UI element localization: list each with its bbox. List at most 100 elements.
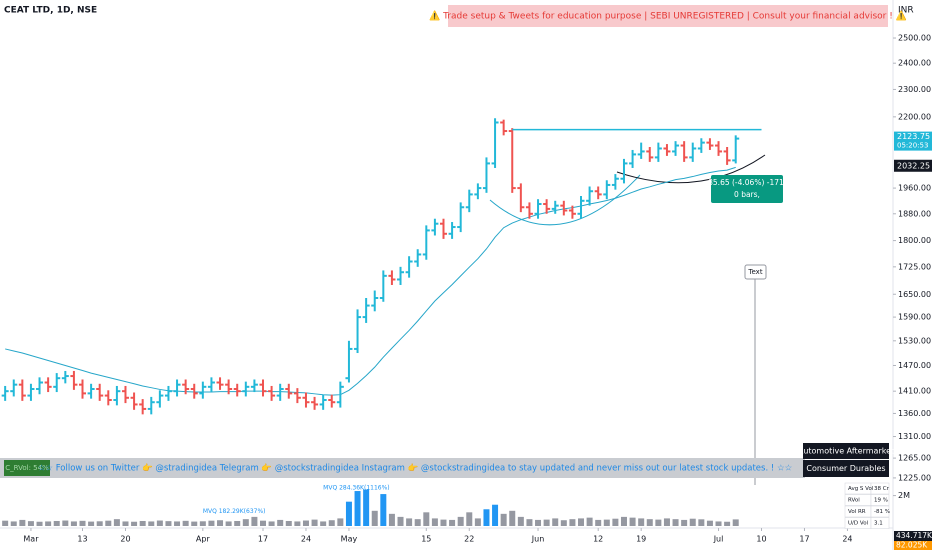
stats-label: RVol (848, 498, 860, 504)
volume-bar (96, 521, 103, 526)
volume-last-box (894, 531, 932, 541)
volume-bar (2, 520, 9, 526)
volume-bar (388, 513, 395, 526)
sector-box (803, 460, 889, 477)
volume-bar (509, 510, 516, 526)
volume-bar (371, 510, 378, 526)
sector-text: Automotive Aftermarket (798, 447, 894, 456)
volume-bar (45, 521, 52, 526)
y-tick-label: 2200.00 (898, 112, 931, 121)
volume-bar (285, 520, 292, 526)
volume-bar (586, 517, 593, 526)
volume-bar (242, 519, 249, 526)
y-tick-label: 1530.00 (898, 336, 931, 345)
currency: INR (898, 6, 914, 16)
footer-text: ☆☆ Follow us on Twitter 👉 @stradingidea … (38, 463, 793, 474)
volume-bar (715, 521, 722, 526)
volume-bar (182, 520, 189, 526)
y-tick-label: 1650.00 (898, 290, 931, 299)
x-tick-label: 24 (842, 535, 852, 544)
volume-bar (603, 519, 610, 526)
y-tick-label: 2500.00 (898, 34, 931, 43)
volume-bar (294, 521, 301, 526)
volume-bar (165, 521, 172, 526)
y-tick-label: 1800.00 (898, 236, 931, 245)
volume-bar (397, 516, 404, 526)
sector-box (803, 443, 889, 459)
volume-bar (19, 519, 26, 526)
y-tick-label: 1470.00 (898, 361, 931, 370)
volume-bar (302, 520, 309, 526)
volume-tick-label: 2M (898, 491, 910, 500)
y-tick-label: 1880.00 (898, 209, 931, 218)
x-tick-label: Jul (713, 535, 724, 544)
volume-bar (320, 521, 327, 526)
volume-bar (225, 521, 232, 526)
volume-bar (62, 520, 69, 526)
stats-label: U/D Vol (848, 521, 869, 527)
volume-bar (217, 520, 224, 526)
stats-value: 3.1 (874, 521, 883, 527)
volume-bar (191, 521, 198, 526)
stats-cell (870, 482, 890, 495)
volume-bar (406, 518, 413, 526)
y-tick-label: 1960.00 (898, 184, 931, 193)
volume-bar (449, 519, 456, 526)
volume-bar (681, 519, 688, 526)
volume-bar (122, 521, 129, 526)
volume-bar (500, 513, 507, 526)
y-tick-label: 1310.00 (898, 432, 931, 441)
volume-bar (10, 521, 17, 526)
x-tick-label: Mar (23, 535, 39, 544)
volume-bar (526, 519, 533, 526)
volume-bar (431, 518, 438, 526)
stats-value: 19 % (874, 498, 888, 504)
volume-bar (337, 518, 344, 526)
volume-bar (423, 512, 430, 526)
volume-bar (53, 520, 60, 526)
price-axis-bg (893, 0, 932, 550)
volume-bar (629, 517, 636, 526)
volume-bar (311, 519, 318, 526)
volume-bar (36, 521, 43, 526)
moving-average (5, 166, 736, 396)
annotation-box (744, 264, 767, 280)
price-line-label: 2032.25 (897, 161, 930, 170)
volume-bar (638, 518, 645, 526)
volume-bar (174, 521, 181, 526)
rvol-text: C_RVol: 54% (5, 464, 49, 472)
x-tick-label: 13 (77, 535, 87, 544)
volume-bar (732, 519, 739, 526)
volume-bar (277, 519, 284, 526)
volume-bar (156, 520, 163, 526)
y-tick-label: 1590.00 (898, 313, 931, 322)
chart-title: CEAT LTD, 1D, NSE (4, 6, 97, 16)
volume-bar (380, 494, 387, 526)
volume-bar (260, 520, 267, 526)
measure-change: -85.65 (-4.06%) -1713 (705, 178, 788, 187)
volume-bar (724, 521, 731, 526)
volume-bar (79, 520, 86, 526)
x-tick-label: 22 (464, 535, 474, 544)
x-tick-label: 20 (120, 535, 130, 544)
volume-bar (560, 520, 567, 526)
footer-banner (0, 458, 805, 478)
last-price-box (894, 131, 932, 151)
volume-label: MVQ 284.36K(1116%) (323, 485, 390, 492)
volume-bar (552, 518, 559, 526)
x-tick-label: 24 (301, 535, 311, 544)
stats-cell (870, 505, 890, 518)
volume-bar (457, 516, 464, 526)
volume-bar (251, 516, 258, 526)
volume-bar (139, 520, 146, 526)
volume-last: 434.717K (896, 531, 932, 540)
countdown: 05:20:53 (897, 142, 928, 150)
x-tick-label: 12 (593, 535, 603, 544)
stats-value: 38 Cr (874, 486, 890, 492)
volume-bar (655, 519, 662, 526)
volume-bar (663, 518, 670, 526)
y-tick-label: 1225.00 (898, 473, 931, 482)
volume-bar (569, 519, 576, 526)
sector-text: Consumer Durables (806, 464, 885, 473)
rvol-badge (4, 460, 50, 476)
